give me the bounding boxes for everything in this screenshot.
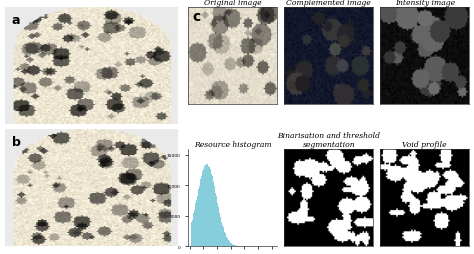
Bar bbox=[221, 223, 222, 246]
Bar bbox=[201, 174, 202, 246]
Bar bbox=[227, 238, 228, 246]
Title: Binarisation and threshold
segmentation: Binarisation and threshold segmentation bbox=[277, 131, 380, 148]
Bar bbox=[207, 164, 208, 246]
Bar bbox=[204, 166, 205, 246]
Title: Resource histogram: Resource histogram bbox=[194, 140, 272, 148]
Text: a: a bbox=[12, 13, 20, 26]
Bar bbox=[226, 237, 227, 246]
Bar bbox=[232, 244, 233, 246]
Bar bbox=[200, 180, 201, 246]
Bar bbox=[224, 232, 225, 246]
Bar bbox=[231, 243, 232, 246]
Bar bbox=[212, 180, 213, 246]
Bar bbox=[234, 245, 235, 246]
Bar bbox=[195, 204, 196, 246]
Bar bbox=[225, 234, 226, 246]
Bar bbox=[206, 164, 207, 246]
Bar bbox=[210, 171, 211, 246]
Bar bbox=[196, 200, 197, 246]
Bar bbox=[202, 171, 203, 246]
Bar bbox=[211, 174, 212, 246]
Bar bbox=[214, 186, 215, 246]
Text: c: c bbox=[192, 10, 200, 24]
Bar bbox=[192, 220, 193, 246]
Bar bbox=[223, 228, 224, 246]
Bar bbox=[194, 210, 195, 246]
Bar bbox=[215, 193, 216, 246]
Bar bbox=[235, 245, 236, 246]
Bar bbox=[233, 245, 234, 246]
Bar bbox=[193, 214, 194, 246]
Bar bbox=[198, 189, 199, 246]
Bar bbox=[209, 167, 210, 246]
Bar bbox=[191, 223, 192, 246]
Title: Void profile: Void profile bbox=[402, 140, 447, 148]
Bar bbox=[199, 186, 200, 246]
Bar bbox=[217, 200, 218, 246]
Text: b: b bbox=[12, 135, 20, 148]
Bar bbox=[228, 240, 229, 246]
Bar bbox=[203, 169, 204, 246]
Bar bbox=[229, 241, 230, 246]
Bar bbox=[216, 197, 217, 246]
Title: Intensity image: Intensity image bbox=[395, 0, 455, 7]
Bar bbox=[230, 243, 231, 246]
Title: Original image: Original image bbox=[204, 0, 262, 7]
Bar bbox=[220, 217, 221, 246]
Bar bbox=[218, 207, 219, 246]
Bar bbox=[197, 197, 198, 246]
Bar bbox=[213, 183, 214, 246]
Bar bbox=[222, 225, 223, 246]
Title: Complemented image: Complemented image bbox=[286, 0, 371, 7]
Bar bbox=[205, 165, 206, 246]
Bar bbox=[208, 165, 209, 246]
Bar bbox=[219, 214, 220, 246]
